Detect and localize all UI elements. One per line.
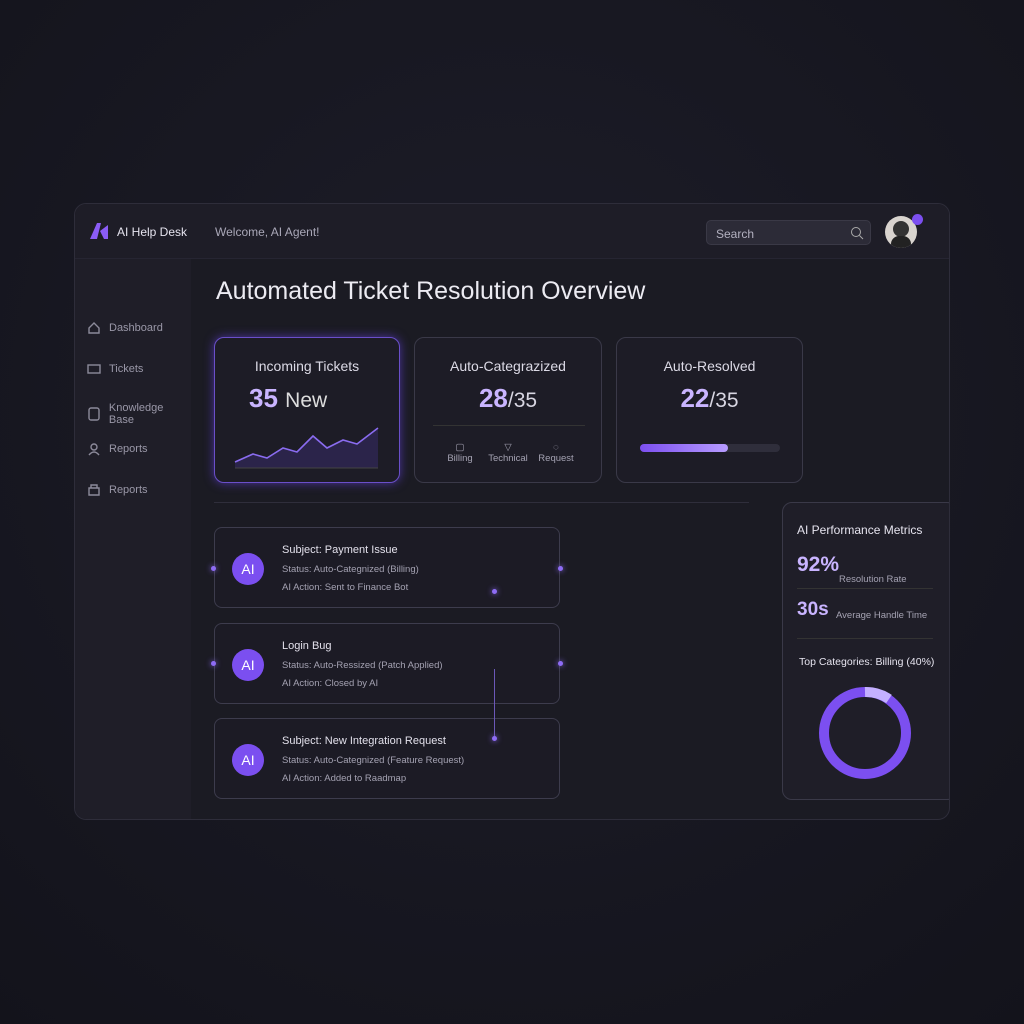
- metric-label: Resolution Rate: [839, 574, 907, 585]
- ticket-subject: Login Bug: [282, 640, 332, 652]
- total: 35: [715, 389, 739, 412]
- divider: [797, 638, 933, 639]
- unit: New: [285, 389, 328, 412]
- progress-bar: [640, 444, 728, 452]
- category-label: Request: [538, 453, 574, 464]
- ticket-action: AI Action: Sent to Finance Bot: [282, 582, 409, 593]
- metric-value: 92%: [797, 553, 840, 576]
- stat-card[interactable]: Auto-Resolved 22/35: [616, 337, 803, 483]
- search-box[interactable]: Search: [706, 220, 871, 245]
- metric-label: Average Handle Time: [836, 610, 928, 621]
- nav-item[interactable]: Reports: [87, 483, 148, 497]
- metric-value: 30s: [797, 599, 829, 620]
- category: ▽ Technical: [488, 442, 528, 464]
- nav-item[interactable]: Reports: [87, 442, 148, 456]
- card-title: Incoming Tickets: [254, 358, 360, 374]
- ticket[interactable]: AI Subject: New Integration Request Status…: [214, 718, 560, 799]
- divider: [214, 502, 749, 503]
- category: ▢ Billing: [447, 442, 473, 464]
- nav-item[interactable]: Dashboard: [87, 321, 163, 335]
- ticket-status: Status: Auto-Ressized (Patch Applied): [282, 660, 443, 671]
- category-label: Billing: [447, 453, 473, 464]
- stat-card[interactable]: Auto-Categrazized 28/35 ▢ Billing ▽ Techni…: [414, 337, 602, 483]
- card-title: Auto-Resolved: [663, 358, 756, 374]
- nav-label: Reports: [109, 484, 148, 496]
- nav-label: Knowledge Base: [108, 402, 164, 426]
- nav-label: Tickets: [109, 363, 144, 375]
- card-title: Auto-Categrazized: [450, 358, 566, 374]
- donut: [819, 687, 911, 779]
- metrics-title: AI Performance Metrics: [797, 523, 923, 537]
- sparkline: [234, 427, 379, 469]
- page-title: Automated Ticket Resolution Overview: [216, 277, 646, 305]
- metrics-panel: AI Performance Metrics 92% Resolution Ra…: [782, 502, 949, 800]
- ai-badge: AI: [232, 553, 264, 585]
- ticket-status: Status: Auto-Categnized (Billing): [282, 564, 419, 575]
- value: 35: [249, 383, 278, 413]
- ticket[interactable]: AI Login Bug Status: Auto-Ressized (Patch …: [214, 623, 560, 704]
- divider: [797, 588, 933, 589]
- ticket-action: AI Action: Closed by AI: [282, 678, 379, 689]
- ai-badge: AI: [232, 744, 264, 776]
- top-bar: AI Help Desk Welcome, AI Agent! Search: [75, 204, 949, 259]
- connector-dot: [211, 566, 216, 571]
- brand: AI Help Desk: [117, 225, 188, 239]
- ticket[interactable]: AI Subject: Payment Issue Status: Auto-Cat…: [214, 527, 560, 608]
- avatar[interactable]: [885, 216, 917, 248]
- search-icon: [851, 227, 864, 240]
- welcome: Welcome, AI Agent!: [215, 225, 320, 239]
- connector-dot: [558, 661, 563, 666]
- separator: /: [709, 389, 716, 412]
- notification-badge: [912, 214, 923, 225]
- card-value: 35 New: [249, 383, 327, 414]
- category-label: Technical: [488, 453, 528, 464]
- category: ◌ Request: [538, 442, 574, 464]
- search-placeholder: Search: [716, 227, 755, 241]
- ai-badge: AI: [232, 649, 264, 681]
- ticket-status: Status: Auto-Categnized (Feature Request…: [282, 755, 465, 766]
- ticket-action: AI Action: Added to Raadmap: [282, 773, 407, 784]
- value: 22: [680, 383, 710, 413]
- logo: [90, 223, 108, 239]
- nav-label: Reports: [109, 443, 148, 455]
- connector-dot: [211, 661, 216, 666]
- top-categories: Top Categories: Billing (40%): [799, 656, 935, 668]
- connector-dot: [492, 736, 497, 741]
- app-window: AI Help Desk Welcome, AI Agent! Search D…: [74, 203, 950, 820]
- nav-item[interactable]: Tickets: [87, 362, 143, 376]
- sidebar: Dashboard Tickets Knowledge Base Reports…: [75, 259, 191, 819]
- progress-track: [640, 444, 780, 452]
- separator: /: [507, 389, 514, 412]
- ticket-subject: Subject: New Integration Request: [282, 735, 446, 747]
- connector-dot: [492, 589, 497, 594]
- value: 28: [478, 383, 508, 413]
- nav-item[interactable]: Knowledge Base: [87, 402, 191, 426]
- ticket-subject: Subject: Payment Issue: [282, 544, 398, 556]
- nav-label: Dashboard: [109, 322, 163, 334]
- divider: [433, 425, 585, 426]
- total: 35: [513, 389, 538, 412]
- card-value: 28/35: [415, 383, 601, 414]
- stat-card[interactable]: Incoming Tickets 35 New: [214, 337, 400, 483]
- connector-dot: [558, 566, 563, 571]
- card-value: 22/35: [617, 383, 802, 414]
- connector-line: [494, 669, 495, 736]
